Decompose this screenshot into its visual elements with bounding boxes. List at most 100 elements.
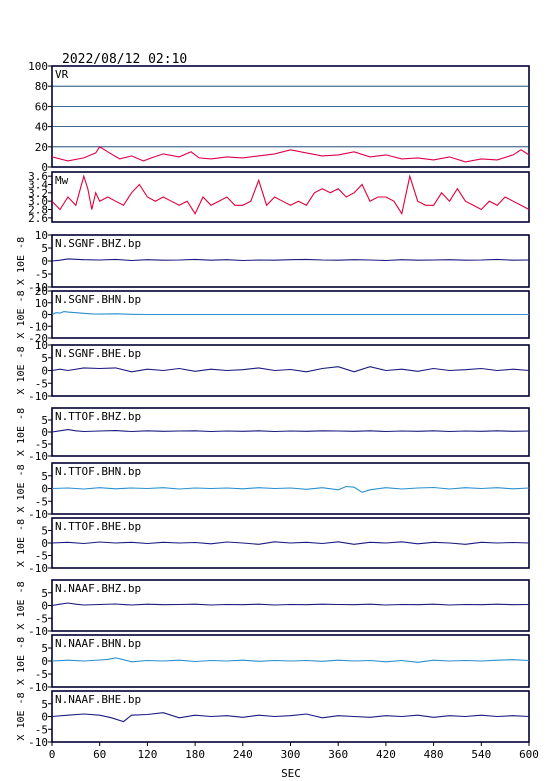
y-tick-label: 3.2	[28, 187, 48, 200]
x-tick-label: 60	[93, 748, 106, 761]
y-axis-label: X 10E -8	[16, 408, 27, 456]
x-tick-label: 0	[49, 748, 56, 761]
y-tick-label: 5	[41, 352, 48, 365]
y-tick-label: 0	[41, 255, 48, 268]
y-tick-label: 0	[41, 483, 48, 496]
y-axis-label: X 10E -8	[16, 237, 27, 285]
panel-label: N.TTOF.BHN.bp	[55, 465, 141, 478]
y-tick-label: -10	[28, 681, 48, 694]
y-tick-label: 0	[41, 309, 48, 322]
y-tick-label: -5	[35, 668, 48, 681]
y-tick-label: 2.6	[28, 212, 48, 225]
panel-label: N.SGNF.BHZ.bp	[55, 237, 141, 250]
panel-label: N.SGNF.BHE.bp	[55, 347, 141, 360]
y-tick-label: 40	[35, 121, 48, 134]
y-tick-label: -10	[28, 625, 48, 638]
x-tick-label: 600	[519, 748, 539, 761]
y-tick-label: 0	[41, 655, 48, 668]
panel-8: -10-505 X 10E -8 N.TTOF.BHE.bp	[16, 517, 530, 575]
x-axis: 0 60 120 180 240 300 360 420 480 540 600	[49, 742, 539, 761]
series-line	[51, 485, 530, 493]
y-tick-label: 0	[41, 711, 48, 724]
panel-label: N.SGNF.BHN.bp	[55, 293, 141, 306]
series-line	[51, 541, 530, 545]
panel-label: N.TTOF.BHE.bp	[55, 520, 141, 533]
series-line	[51, 429, 530, 433]
y-tick-label: 100	[28, 60, 48, 73]
series-line	[51, 174, 530, 216]
y-tick-label: 60	[35, 100, 48, 113]
panel-label: N.NAAF.BHZ.bp	[55, 582, 141, 595]
series-line	[51, 712, 530, 723]
y-tick-label: 0	[41, 161, 48, 174]
series-line	[51, 258, 530, 262]
y-tick-label: 5	[41, 642, 48, 655]
timestamp-header: 2022/08/12 02:10	[62, 52, 187, 67]
y-tick-label: 80	[35, 80, 48, 93]
panel-10: -10-505 X 10E -8 N.NAAF.BHN.bp	[16, 634, 530, 694]
panel-1: 0 20 40 60 80 100 VR	[28, 60, 530, 174]
y-tick-label: -10	[28, 508, 48, 521]
y-axis-label: X 10E -8	[16, 692, 27, 740]
series-line	[51, 146, 530, 163]
x-tick-label: 120	[137, 748, 157, 761]
x-tick-label: 480	[424, 748, 444, 761]
y-tick-label: -10	[28, 450, 48, 463]
y-tick-label: 5	[41, 587, 48, 600]
y-tick-label: -5	[35, 268, 48, 281]
y-tick-label: 3.6	[28, 170, 48, 183]
y-tick-label: 0	[41, 365, 48, 378]
series-line	[51, 657, 530, 663]
y-tick-label: 2.8	[28, 204, 48, 217]
y-axis-label: X 10E -8	[16, 346, 27, 394]
y-tick-label: -5	[35, 438, 48, 451]
y-tick-label: -5	[35, 495, 48, 508]
panel-7: -10-505 X 10E -8 N.TTOF.BHN.bp	[16, 462, 530, 521]
y-tick-label: -20	[28, 332, 48, 345]
panel-frame	[51, 65, 530, 168]
y-tick-label: 10	[35, 229, 48, 242]
y-tick-label: 5	[41, 414, 48, 427]
y-axis-label: X 10E -8	[16, 637, 27, 685]
y-tick-label: -10	[28, 562, 48, 575]
y-tick-label: 0	[41, 600, 48, 613]
y-axis-label: X 10E -8	[16, 464, 27, 512]
x-tick-label: 420	[376, 748, 396, 761]
y-tick-label: -10	[28, 736, 48, 749]
y-tick-label: 3.4	[28, 179, 48, 192]
y-tick-label: 5	[41, 242, 48, 255]
panel-label: VR	[55, 68, 69, 81]
panel-9: -10-505 X 10E -8 N.NAAF.BHZ.bp	[16, 579, 530, 638]
series-line	[51, 311, 529, 316]
y-tick-label: -10	[28, 390, 48, 403]
y-tick-label: 5	[41, 525, 48, 538]
x-tick-label: 540	[471, 748, 491, 761]
x-tick-label: 300	[281, 748, 301, 761]
y-axis-label: X 10E -8	[16, 519, 27, 567]
y-tick-label: -5	[35, 550, 48, 563]
y-tick-label: -10	[28, 281, 48, 294]
y-tick-label: 5	[41, 470, 48, 483]
y-axis-label: X 10E -8	[16, 581, 27, 629]
panel-label: Mw	[55, 174, 69, 187]
y-axis-label: X 10E -8	[16, 290, 27, 338]
panel-6: -10-505 X 10E -8 N.TTOF.BHZ.bp	[16, 407, 530, 463]
y-tick-label: 10	[35, 339, 48, 352]
x-tick-label: 180	[185, 748, 205, 761]
x-tick-label: 360	[328, 748, 348, 761]
y-tick-label: 10	[35, 297, 48, 310]
y-tick-label: 20	[35, 285, 48, 298]
y-tick-label: 5	[41, 698, 48, 711]
panel-11: -10-505 X 10E -8 N.NAAF.BHE.bp	[16, 690, 530, 749]
panel-label: N.NAAF.BHN.bp	[55, 637, 141, 650]
y-tick-label: -5	[35, 612, 48, 625]
y-tick-label: 0	[41, 426, 48, 439]
x-tick-label: 240	[233, 748, 253, 761]
y-tick-label: -5	[35, 377, 48, 390]
panel-frame	[51, 171, 530, 223]
